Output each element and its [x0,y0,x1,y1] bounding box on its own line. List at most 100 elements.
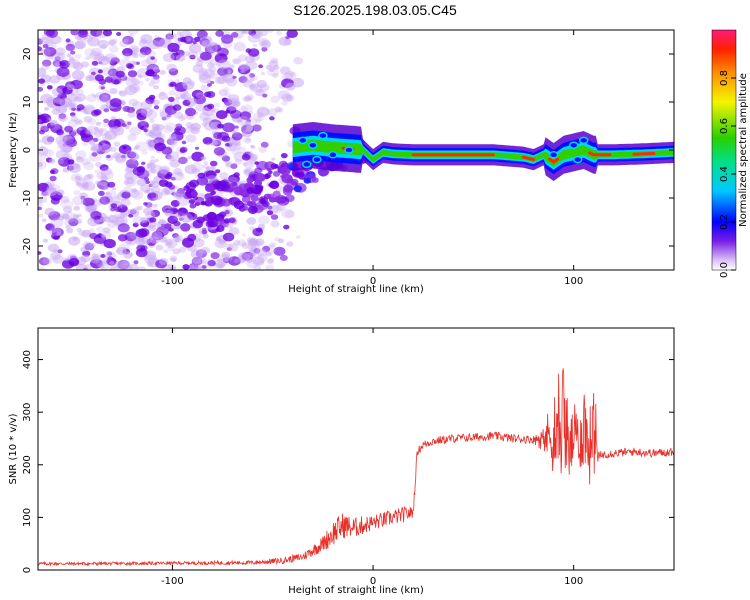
noise-blob [62,135,68,140]
noise-blob [54,56,61,61]
noise-blob [100,175,109,182]
noise-blob [201,122,207,127]
noise-blob [257,114,262,119]
noise-blob [196,30,208,39]
noise-blob [214,238,227,249]
noise-blob [250,84,256,89]
noise-blob [60,61,66,67]
noise-blob [40,36,51,45]
noise-blob [136,178,147,187]
noise-blob [90,30,103,37]
noise-blob [206,43,218,52]
noise-blob [103,238,116,249]
noise-blob [83,161,95,171]
noise-blob [38,78,46,84]
noise-blob [60,196,70,204]
noise-blob [132,216,145,225]
noise-blob [248,30,257,36]
noise-blob [177,207,189,216]
snr-series-line [38,368,674,567]
noise-blob [262,245,271,252]
noise-blob [269,116,275,121]
noise-blob [245,55,255,64]
noise-blob [190,122,201,131]
noise-blob [273,246,286,256]
noise-blob [51,95,62,103]
noise-blob [107,181,116,188]
noise-blob [196,176,209,186]
noise-blob [215,237,221,242]
noise-blob [56,189,65,196]
noise-blob [196,58,202,62]
noise-blob [56,158,65,165]
noise-blob [40,48,52,57]
noise-blob [184,164,197,175]
noise-blob [277,90,290,100]
noise-blob [99,196,111,205]
noise-blob [70,79,83,90]
ridge-core [522,155,536,162]
noise-blob [286,93,293,100]
noise-blob [236,115,250,126]
noise-blob [239,105,249,113]
noise-blob [195,92,205,99]
noise-blob [113,213,120,219]
noise-blob [217,67,231,78]
noise-blob [207,259,216,267]
ridge-blob [312,155,322,164]
noise-blob [40,64,50,71]
noise-blob [77,77,82,82]
noise-blob [39,146,46,151]
noise-blob [73,190,81,196]
noise-blob [101,182,107,187]
colorbar-tick-label: 0.2 [719,214,730,230]
noise-blob [113,195,120,200]
noise-blob [193,36,201,43]
noise-blob [135,61,140,65]
noise-blob [173,111,183,119]
noise-blob [102,30,113,37]
noise-blob [115,70,125,78]
noise-blob [140,107,153,117]
noise-blob [143,202,148,206]
noise-blob [178,156,188,165]
ridge-core [588,151,612,157]
noise-blob [137,74,143,79]
noise-blob [56,232,61,236]
noise-blob [139,46,152,56]
noise-blob [221,251,230,259]
noise-blob [38,46,45,56]
noise-blob [46,30,58,38]
noise-blob [63,136,75,144]
noise-blob [236,142,242,147]
noise-blob [38,200,43,207]
noise-blob [98,261,110,270]
noise-blob [176,225,181,230]
noise-blob [165,33,174,40]
noise-blob [69,102,77,108]
noise-blob [124,167,133,174]
streak-blob [265,172,272,179]
streak-blob [180,223,191,232]
noise-blob [285,95,295,102]
noise-blob [139,119,148,126]
noise-blob [164,239,174,247]
noise-blob [265,264,275,270]
noise-blob [68,212,79,221]
noise-blob [122,105,131,112]
noise-blob [260,72,266,76]
noise-blob [146,50,157,58]
ridge-blob [328,151,338,159]
noise-blob [133,175,139,180]
noise-blob [103,118,109,124]
noise-blob [38,123,49,133]
noise-blob [52,254,65,264]
noise-blob [56,67,70,77]
noise-blob [255,88,265,97]
noise-blob [237,54,248,62]
noise-blob [38,118,42,124]
noise-blob [55,149,69,160]
noise-blob [78,230,87,237]
noise-blob [43,148,54,157]
